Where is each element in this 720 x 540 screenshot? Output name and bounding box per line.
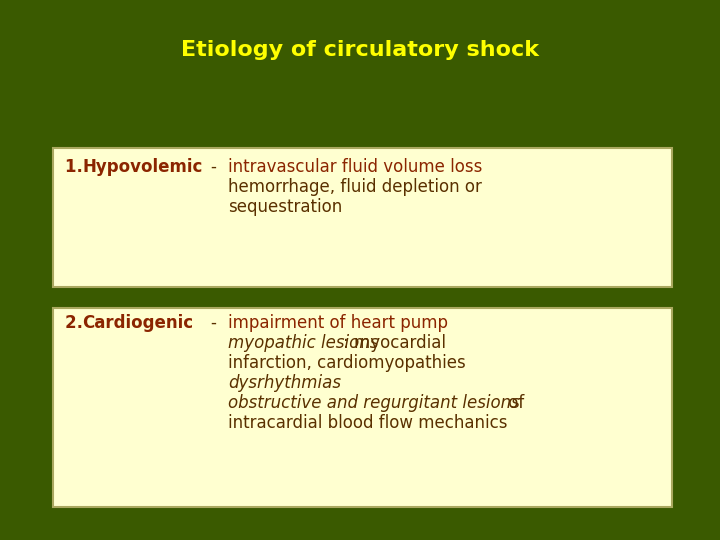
Text: -: - [210,158,216,176]
Text: intravascular fluid volume loss: intravascular fluid volume loss [228,158,482,176]
Text: obstructive and regurgitant lesions: obstructive and regurgitant lesions [228,394,520,412]
Text: infarction, cardiomyopathies: infarction, cardiomyopathies [228,354,466,372]
Text: Hypovolemic: Hypovolemic [82,158,202,176]
Text: dysrhythmias: dysrhythmias [228,374,341,392]
Text: hemorrhage, fluid depletion or: hemorrhage, fluid depletion or [228,178,482,196]
Text: : myocardial: : myocardial [343,334,446,352]
FancyBboxPatch shape [53,308,672,507]
Text: of: of [503,394,524,412]
Text: 1.: 1. [65,158,89,176]
Text: -: - [210,314,216,332]
Text: intracardial blood flow mechanics: intracardial blood flow mechanics [228,414,508,432]
Text: sequestration: sequestration [228,198,342,216]
Text: myopathic lesions: myopathic lesions [228,334,379,352]
Text: impairment of heart pump: impairment of heart pump [228,314,448,332]
Text: Cardiogenic: Cardiogenic [82,314,193,332]
FancyBboxPatch shape [53,148,672,287]
Text: Etiology of circulatory shock: Etiology of circulatory shock [181,40,539,60]
Text: 2.: 2. [65,314,89,332]
